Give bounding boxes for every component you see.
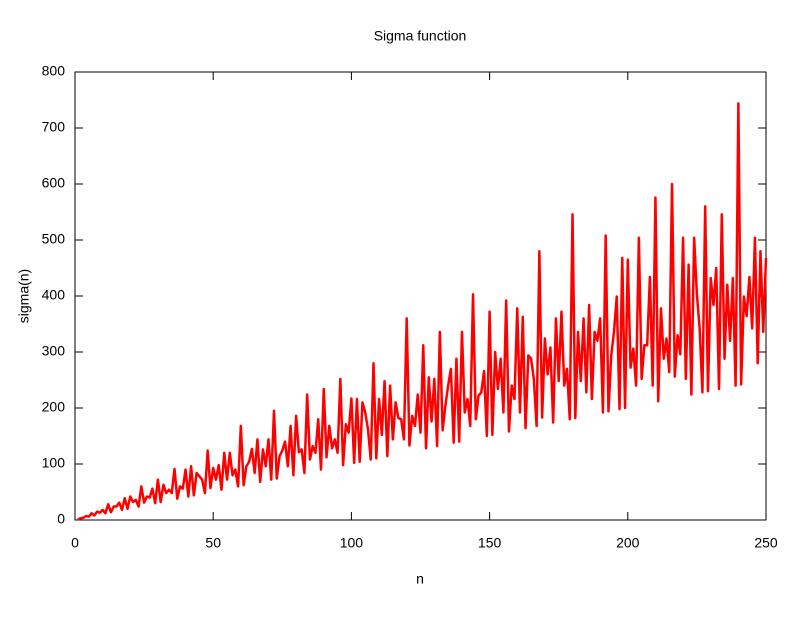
y-axis-label: sigma(n) — [16, 269, 32, 323]
x-tick-label: 50 — [205, 535, 221, 551]
x-tick-label: 150 — [478, 535, 502, 551]
x-tick-label: 100 — [340, 535, 364, 551]
data-line — [77, 102, 768, 521]
y-tick-label: 200 — [42, 399, 66, 415]
x-tick-label: 250 — [754, 535, 778, 551]
y-tick-label: 400 — [42, 287, 66, 303]
x-tick-label: 0 — [71, 535, 79, 551]
chart-title: Sigma function — [374, 28, 467, 44]
x-tick-label: 200 — [616, 535, 640, 551]
y-tick-label: 300 — [42, 343, 66, 359]
y-tick-label: 0 — [57, 511, 65, 527]
y-tick-label: 500 — [42, 231, 66, 247]
y-tick-label: 600 — [42, 175, 66, 191]
y-tick-label: 700 — [42, 119, 66, 135]
y-tick-label: 100 — [42, 455, 66, 471]
x-axis-label: n — [416, 571, 424, 587]
y-tick-label: 800 — [42, 63, 66, 79]
